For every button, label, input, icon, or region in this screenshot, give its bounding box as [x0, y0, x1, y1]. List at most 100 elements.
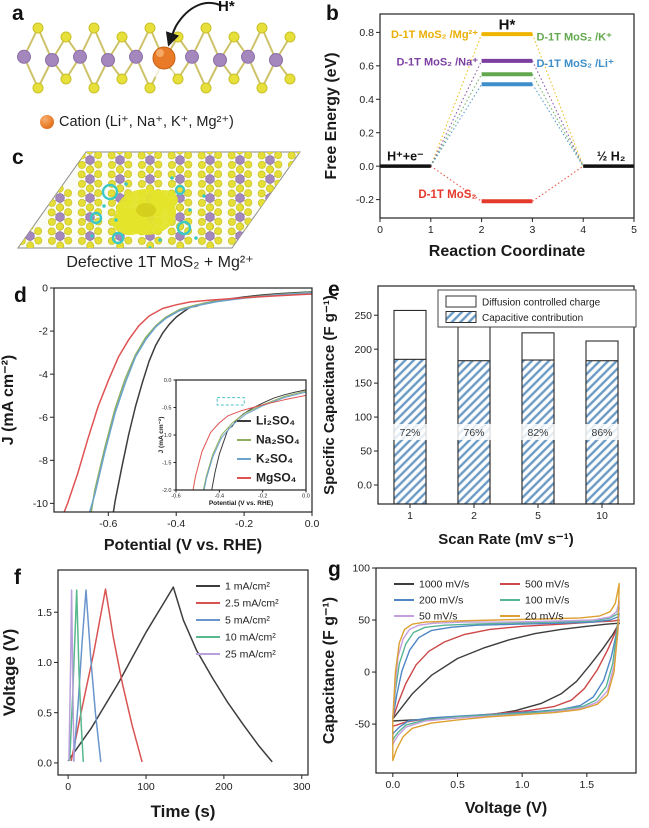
mos2-top-structure: [17, 151, 301, 249]
sulfur-atom: [32, 22, 44, 34]
cyan-ring: [111, 231, 125, 245]
annotation-d-1t-mos-mg: D-1T MoS₂ /Mg²⁺: [391, 29, 478, 41]
panel-a-caption-text: Cation (Li⁺, Na⁺, K⁺, Mg²⁺): [59, 114, 234, 130]
svg-text:2: 2: [479, 224, 485, 236]
series-5-ma-cm: [72, 589, 102, 762]
svg-text:0.5: 0.5: [450, 779, 465, 791]
sulfur-atom: [60, 31, 72, 43]
svg-text:0.0: 0.0: [164, 378, 172, 384]
svg-text:-0.2: -0.2: [235, 518, 253, 530]
svg-text:0: 0: [364, 667, 370, 679]
svg-text:0.6: 0.6: [359, 60, 374, 72]
bar-pct-label-2: 76%: [463, 427, 484, 439]
svg-text:1: 1: [428, 224, 434, 236]
legend-item-500-mv-s: 500 mV/s: [525, 579, 569, 591]
sulfur-atom: [172, 31, 184, 43]
svg-text:0: 0: [42, 283, 48, 295]
sulfur-atom: [256, 22, 268, 34]
svg-text:-0.2: -0.2: [258, 494, 267, 500]
charge-density-blob: [112, 189, 178, 235]
svg-text:5: 5: [631, 224, 637, 236]
panel-f: f 0 100 200 300 0.0 0.5 1.0 1.5 Time (s) Voltage …: [0, 560, 320, 828]
series-2-5-ma-cm: [70, 588, 143, 763]
panel-d-letter: d: [14, 284, 27, 307]
chart-svg-b: 0 1 2 3 4 5 -0.2 0.0 0.2 0.4 0.6 0.8 Reaction Coordi…: [323, 13, 637, 260]
annotation-h: H*: [499, 16, 516, 33]
svg-text:0.0: 0.0: [302, 494, 310, 500]
svg-text:0.0: 0.0: [357, 480, 372, 492]
svg-text:1: 1: [407, 510, 413, 522]
panel-a-letter: a: [12, 2, 24, 25]
cyan-ring: [101, 183, 119, 201]
free-energy-diagram: 0 1 2 3 4 5 -0.2 0.0 0.2 0.4 0.6 0.8 Reaction Coordi…: [320, 0, 649, 285]
svg-text:-0.5: -0.5: [162, 405, 171, 411]
panel-b: b 0 1 2 3 4 5 -0.2 0.0 0.2 0.4 0.6 0.8 Reaction Coor…: [320, 0, 649, 280]
gcd-chart: 0 100 200 300 0.0 0.5 1.0 1.5 Time (s) Voltage (V…: [0, 560, 320, 828]
sulfur-atom: [228, 73, 240, 85]
mo-atom: [269, 53, 283, 67]
svg-text:-0.6: -0.6: [99, 518, 117, 530]
ylabel-g: Capacitance (F g⁻¹): [321, 597, 338, 744]
chart-svg-e: 72% 76% 82% 86% 1 2 5 10 0.0 50 100 150 200 250 Scan R…: [321, 285, 637, 548]
sulfur-atom: [144, 22, 156, 34]
xlabel-d: Potential (V vs. RHE): [104, 537, 262, 554]
annotation-d-1t-mos-k: D-1T MoS₂ /K⁺: [536, 31, 612, 43]
svg-text:0.8: 0.8: [359, 27, 374, 39]
svg-text:-8: -8: [39, 455, 48, 467]
series-mgso: [63, 293, 312, 512]
legend-item-k-so: K₂SO₄: [256, 452, 293, 466]
legend-item-na-so: Na₂SO₄: [256, 433, 300, 447]
xlabel-di: Potential (V vs. RHE): [209, 500, 273, 507]
axes-f: [57, 569, 309, 776]
sulfur-atom: [116, 73, 128, 85]
mo-atom: [129, 49, 143, 64]
h-star-arrow: [165, 1, 223, 47]
svg-text:0: 0: [65, 781, 71, 793]
legend-f: 1 mA/cm² 2.5 mA/cm² 5 mA/cm² 10 mA/cm² 25 mA…: [196, 581, 279, 661]
svg-text:-0.4: -0.4: [215, 494, 224, 500]
svg-text:1.0: 1.0: [515, 779, 530, 791]
annotation-h-e: H⁺+e⁻: [387, 150, 424, 164]
legend-item-5-ma-cm: 5 mA/cm²: [225, 615, 270, 627]
lattice: [18, 152, 300, 248]
series-100-mv-s: [392, 606, 620, 742]
legend-item-50-mv-s: 50 mV/s: [419, 611, 458, 623]
plot-area-e: 72% 76% 82% 86%: [387, 309, 625, 504]
axes-g: [375, 567, 637, 774]
panel-c-letter: c: [12, 146, 24, 169]
sulfur-atom: [60, 73, 72, 85]
ylabel-d: J (mA cm⁻²): [0, 355, 17, 446]
bar-pct-label-10: 86%: [591, 427, 612, 439]
mo-atom: [73, 49, 87, 64]
svg-text:1.0: 1.0: [37, 657, 52, 669]
ylabel-di: J (mA cm⁻²): [158, 417, 165, 454]
series-20-mv-s: [392, 582, 620, 762]
lsv-polarization-chart: -0.6 -0.4 -0.2 0.0 0 -2 -4 -6 -8 -10 Potential (V …: [0, 280, 320, 565]
sulfur-atom: [32, 82, 44, 94]
mo-atom: [185, 49, 199, 64]
atoms: [17, 22, 296, 94]
svg-text:-1.5: -1.5: [162, 460, 171, 466]
panel-c: c Defective 1T MoS₂ + Mg²⁺: [0, 146, 320, 280]
axes-e: [377, 285, 635, 505]
sulfur-atom: [256, 82, 268, 94]
annotation-rect: [216, 397, 245, 406]
annotation-h: ½ H₂: [597, 150, 625, 164]
svg-text:1.5: 1.5: [37, 607, 52, 619]
panel-a-caption: Cation (Li⁺, Na⁺, K⁺, Mg²⁺): [40, 114, 234, 130]
panel-b-letter: b: [326, 2, 339, 25]
svg-text:200: 200: [354, 344, 372, 356]
mo-atom: [213, 53, 227, 67]
plot-area-di: [192, 389, 306, 490]
sulfur-atom: [284, 73, 296, 85]
svg-text:0.0: 0.0: [386, 779, 401, 791]
svg-text:100: 100: [137, 781, 155, 793]
xlabel-b: Reaction Coordinate: [429, 243, 586, 260]
svg-text:200: 200: [215, 781, 233, 793]
svg-text:-2: -2: [39, 326, 48, 338]
ylabel-e: Specific Capacitance (F g⁻¹): [321, 295, 338, 495]
legend-item-200-mv-s: 200 mV/s: [419, 595, 463, 607]
plot-area-d: [63, 291, 312, 512]
svg-text:-4: -4: [39, 369, 48, 381]
ylabel-b: Free Energy (eV): [323, 52, 340, 179]
